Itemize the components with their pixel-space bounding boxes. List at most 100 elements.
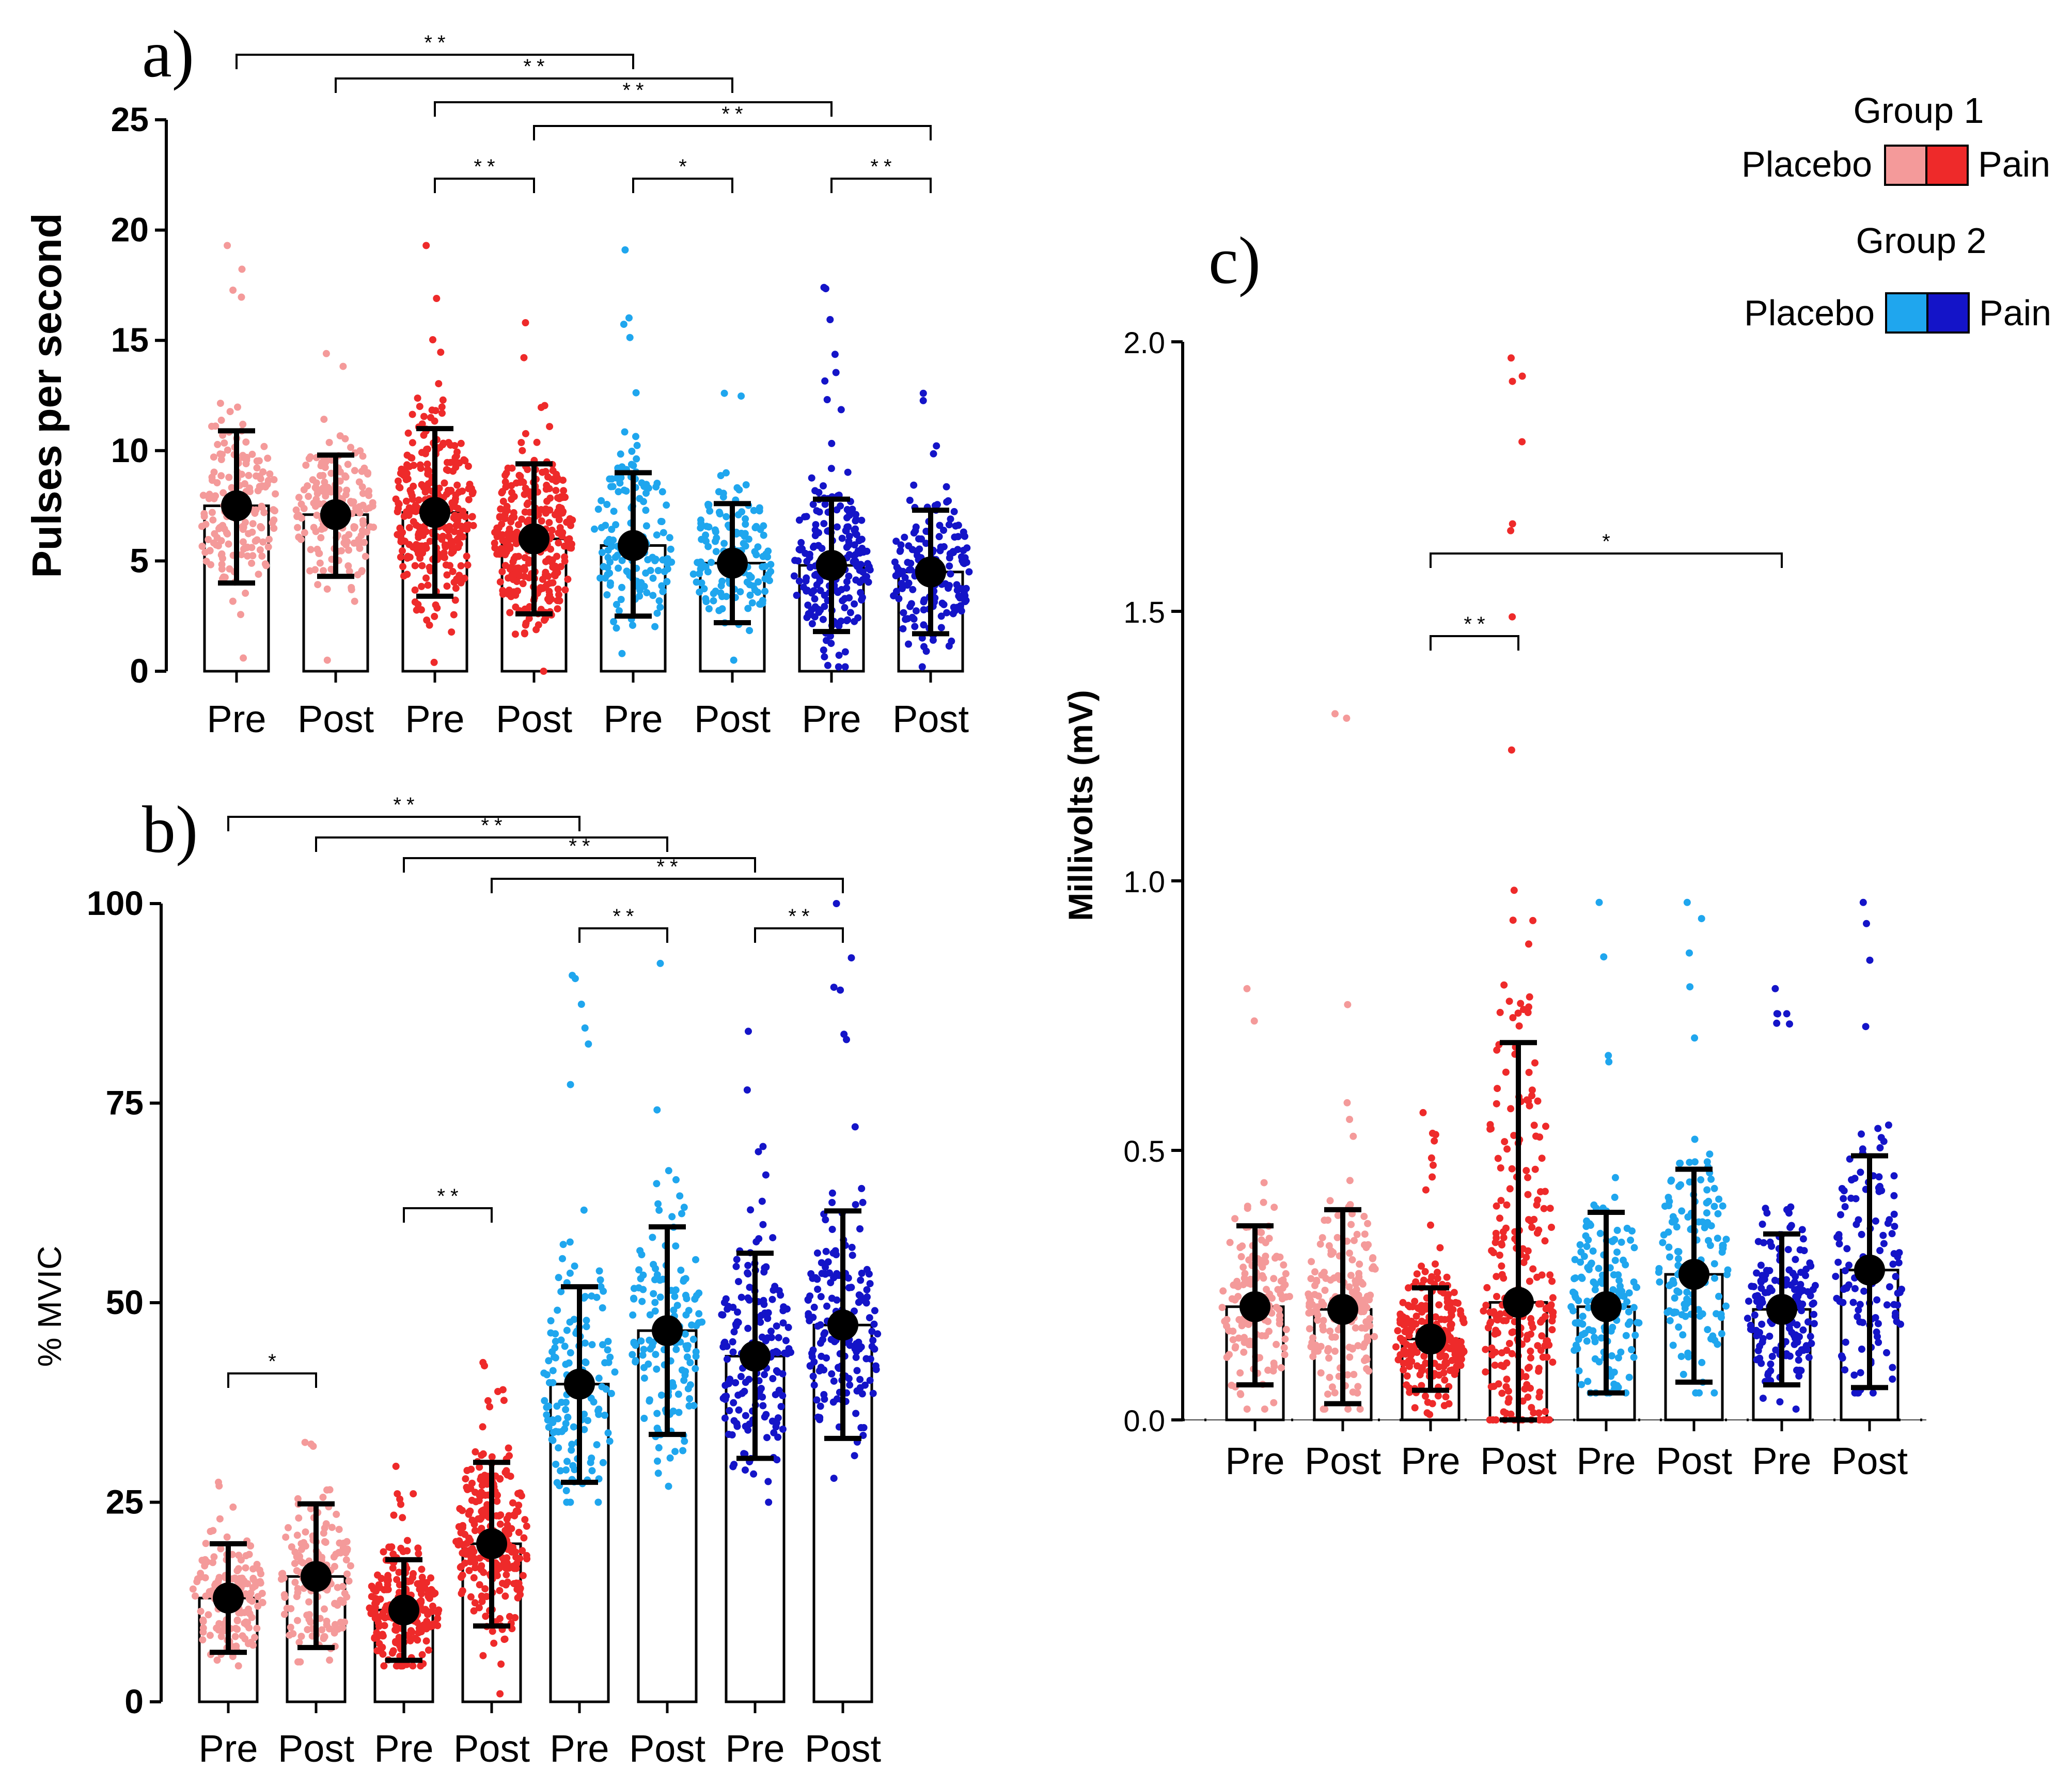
data-point (305, 493, 312, 500)
mean-marker (1591, 1291, 1622, 1322)
data-point (459, 1571, 466, 1579)
data-point (423, 460, 431, 468)
significance-label: ** (613, 905, 639, 928)
data-point (858, 1270, 866, 1277)
data-point (682, 1342, 690, 1350)
data-point (1798, 1226, 1806, 1234)
data-point (323, 585, 331, 593)
data-point (864, 1293, 871, 1301)
data-point (1745, 1298, 1752, 1305)
data-point (1514, 1009, 1522, 1017)
data-point (546, 506, 554, 514)
data-point (584, 1417, 591, 1425)
data-point (567, 1349, 574, 1356)
data-point (481, 1491, 489, 1499)
data-point (1320, 1301, 1327, 1309)
data-point (617, 450, 624, 458)
data-point (1394, 1327, 1402, 1335)
y-tick-label: 75 (106, 1084, 144, 1122)
data-point (1834, 1258, 1842, 1266)
data-point (1686, 949, 1693, 957)
data-point (359, 489, 367, 497)
data-point (874, 1330, 882, 1338)
data-point (658, 518, 666, 526)
data-point (1280, 1261, 1288, 1269)
data-point (1876, 1182, 1883, 1190)
data-point (1545, 1341, 1553, 1349)
data-point (757, 1318, 764, 1326)
data-point (1257, 1257, 1264, 1264)
data-point (642, 489, 650, 497)
data-point (394, 508, 401, 515)
data-point (837, 618, 845, 625)
data-point (1445, 1335, 1452, 1343)
data-point (1849, 1299, 1857, 1306)
data-point (344, 461, 352, 468)
data-point (192, 1592, 199, 1600)
data-point (231, 1633, 239, 1640)
data-point (1347, 1272, 1355, 1279)
data-point (810, 543, 817, 551)
data-point (745, 1027, 752, 1035)
data-point (509, 576, 517, 583)
data-point (943, 483, 950, 491)
data-point (483, 1593, 490, 1600)
data-point (1423, 1409, 1431, 1417)
data-point (320, 1635, 327, 1642)
data-point (1483, 1284, 1491, 1291)
data-point (953, 604, 961, 611)
data-point (638, 1251, 646, 1258)
x-tick-label: Post (278, 1727, 355, 1770)
data-point (1524, 1191, 1532, 1198)
data-point (852, 576, 860, 584)
data-point (672, 1286, 680, 1294)
x-tick-label: Pre (550, 1727, 609, 1770)
data-point (1674, 1261, 1682, 1269)
data-point (418, 1566, 426, 1573)
data-point (405, 524, 413, 531)
data-point (639, 1351, 647, 1359)
data-point (851, 600, 858, 608)
data-point (451, 596, 459, 604)
data-point (1505, 1395, 1513, 1402)
data-point (682, 1368, 689, 1375)
data-point (1503, 1145, 1511, 1153)
data-point (946, 562, 953, 570)
data-point (1524, 1247, 1532, 1255)
data-point (1765, 1369, 1772, 1377)
data-point (758, 1333, 766, 1341)
data-point (1526, 1102, 1533, 1110)
data-point (1282, 1270, 1290, 1277)
data-point (906, 603, 914, 610)
data-point (293, 1531, 301, 1539)
data-point (693, 1292, 700, 1300)
data-point (314, 581, 322, 589)
data-point (426, 621, 433, 629)
data-point (557, 1336, 565, 1344)
data-point (422, 242, 430, 249)
data-point (777, 1403, 785, 1411)
data-point (465, 1535, 473, 1542)
data-point (435, 380, 443, 388)
data-point (294, 1658, 302, 1666)
data-point (463, 552, 470, 560)
data-point (910, 481, 918, 489)
data-point (651, 1307, 659, 1315)
data-point (742, 481, 750, 488)
data-point (325, 439, 333, 446)
data-point (1622, 1332, 1630, 1339)
data-point (467, 1593, 475, 1601)
significance-bracket (491, 878, 844, 893)
data-point (514, 1594, 522, 1602)
data-point (742, 1422, 749, 1430)
data-point (1832, 1273, 1840, 1280)
data-point (206, 547, 214, 555)
data-point (1794, 1333, 1802, 1340)
data-point (934, 501, 941, 509)
data-point (328, 1524, 336, 1531)
data-point (1434, 1269, 1441, 1276)
data-point (1369, 1255, 1376, 1262)
mean-marker (564, 1368, 595, 1400)
data-point (1542, 1305, 1550, 1313)
data-point (248, 450, 256, 458)
